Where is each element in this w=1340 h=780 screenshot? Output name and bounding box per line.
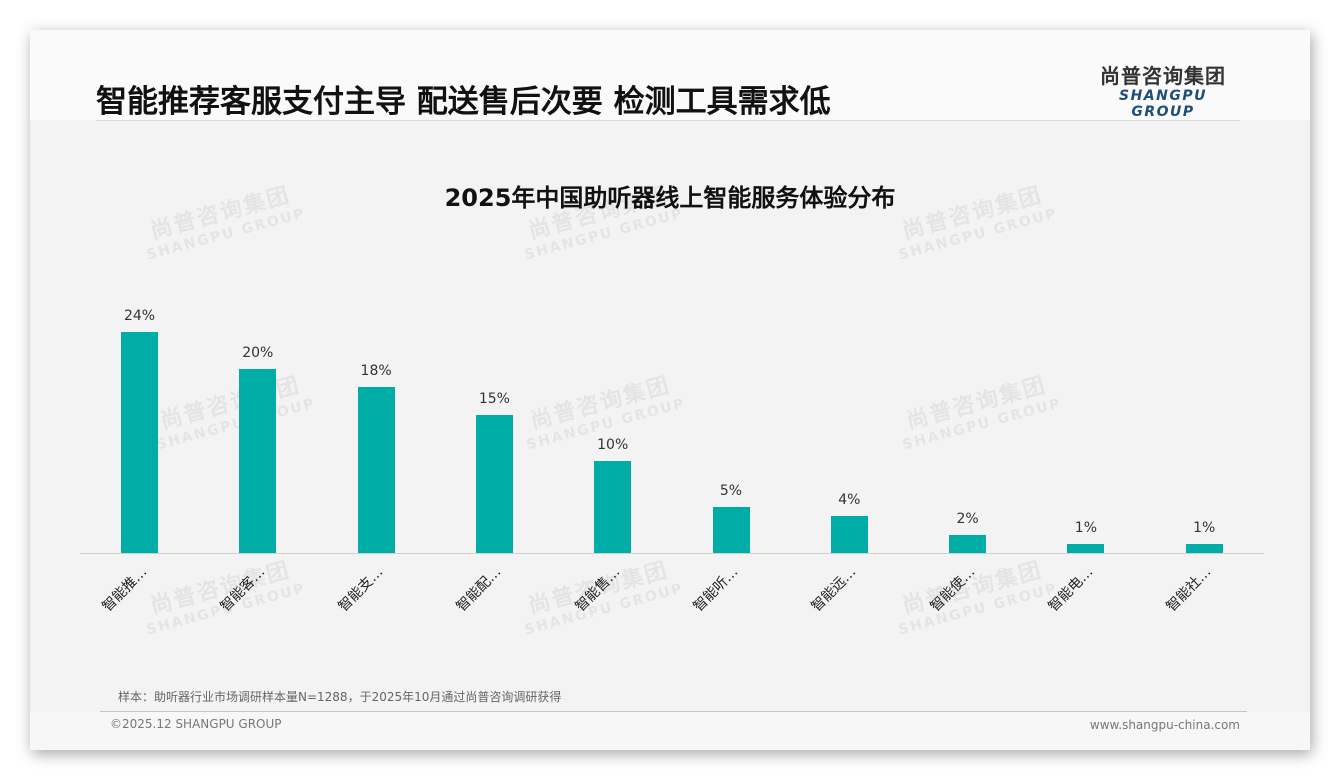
sample-note: 样本：助听器行业市场调研样本量N=1288，于2025年10月通过尚普咨询调研获… (118, 690, 562, 704)
bar (1067, 543, 1105, 553)
bar-value-label: 1% (1074, 519, 1097, 536)
slide: 智能推荐客服支付主导 配送售后次要 检测工具需求低 尚普咨询集团 SHANGPU… (30, 30, 1310, 750)
bar-value-label: 2% (956, 510, 979, 527)
watermark-en: SHANGPU GROUP (900, 395, 1064, 454)
x-axis-category-label: 智能使… (927, 564, 978, 615)
x-axis-category-label: 智能客… (217, 564, 269, 615)
bar-value-label: 20% (242, 345, 274, 361)
logo-en-text: SHANGPU GROUP (1119, 88, 1207, 120)
watermark-en: SHANGPU GROUP (896, 205, 1060, 264)
bar (830, 516, 868, 553)
watermark-en: SHANGPU GROUP (522, 205, 686, 264)
x-axis-category-label: 智能听… (690, 564, 742, 615)
logo-cn-text: 尚普咨询集团 (1100, 64, 1226, 88)
bar-value-label: 18% (360, 363, 392, 380)
bar (121, 332, 158, 553)
bar (1185, 543, 1223, 553)
bar-value-label: 15% (478, 391, 510, 407)
company-logo: 尚普咨询集团 SHANGPU GROUP (1088, 64, 1238, 120)
website-text: www.shangpu-china.com (1089, 718, 1240, 732)
bar (357, 387, 395, 553)
watermark-cn: 尚普咨询集团 (527, 372, 674, 435)
bar (949, 534, 987, 553)
chart-title: 2025年中国助听器线上智能服务体验分布 (444, 184, 896, 212)
bar-value-label: 5% (719, 483, 743, 499)
x-axis-category-label: 智能支… (335, 564, 387, 615)
x-axis-category-label: 智能配… (453, 564, 505, 615)
slide-headline: 智能推荐客服支付主导 配送售后次要 检测工具需求低 (96, 84, 831, 120)
watermark-cn: 尚普咨询集团 (157, 372, 304, 435)
watermark-cn: 尚普咨询集团 (903, 372, 1050, 435)
bar-value-label: 4% (838, 492, 861, 509)
bar (594, 461, 632, 553)
copyright-text: ©2025.12 SHANGPU GROUP (110, 717, 282, 731)
watermark: 尚普咨询集团 SHANGPU GROUP (893, 365, 1064, 454)
x-axis-category-label: 智能远… (808, 564, 860, 615)
watermark-en: SHANGPU GROUP (144, 205, 308, 264)
x-axis-category-label: 智能推… (98, 564, 150, 615)
bar-value-label: 1% (1193, 519, 1216, 536)
bar-value-label: 10% (597, 437, 629, 453)
x-axis-line (80, 553, 1264, 554)
bar-value-label: 24% (123, 308, 156, 325)
footer-divider (100, 711, 1247, 712)
bar (712, 507, 750, 553)
x-axis-category-label: 智能社… (1163, 564, 1215, 615)
footer (30, 712, 1310, 750)
header-divider (96, 120, 1240, 121)
x-axis-category-label: 智能电… (1045, 564, 1097, 615)
bar (239, 369, 277, 553)
bar (475, 415, 513, 553)
x-axis-category-label: 智能售… (572, 564, 624, 615)
slide-header (30, 30, 1310, 120)
watermark-en: SHANGPU GROUP (154, 395, 318, 454)
watermark: 尚普咨询集团 SHANGPU GROUP (147, 365, 318, 454)
